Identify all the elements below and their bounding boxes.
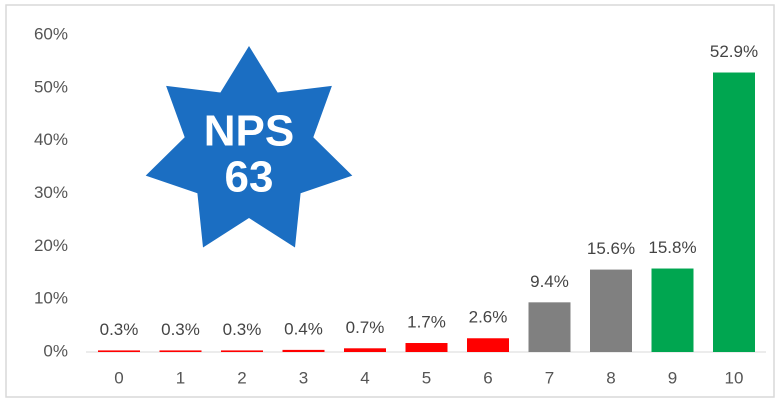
bar	[405, 343, 448, 352]
bar	[713, 72, 755, 353]
y-tick-label: 30%	[34, 183, 68, 202]
bar	[344, 348, 386, 352]
bar	[590, 269, 632, 352]
y-tick-label: 20%	[34, 236, 68, 255]
y-tick-label: 40%	[34, 130, 68, 149]
x-tick-label: 3	[299, 368, 308, 387]
x-tick-label: 0	[114, 368, 123, 387]
value-label: 15.8%	[648, 238, 696, 257]
y-tick-label: 0%	[43, 341, 68, 360]
value-label: 0.7%	[346, 318, 385, 337]
value-label: 1.7%	[407, 313, 446, 332]
value-label: 15.6%	[587, 239, 635, 258]
x-tick-label: 1	[176, 368, 185, 387]
x-tick-label: 6	[483, 368, 492, 387]
badge-text: NPS	[204, 107, 294, 156]
frame	[5, 4, 775, 398]
value-label: 2.6%	[469, 308, 508, 327]
bar	[467, 338, 509, 352]
value-label: 0.4%	[284, 319, 323, 338]
badge-text: 63	[225, 153, 274, 202]
bar	[282, 349, 325, 352]
value-label: 52.9%	[710, 42, 758, 61]
x-tick-label: 7	[545, 368, 554, 387]
x-tick-label: 2	[237, 368, 246, 387]
value-label: 9.4%	[530, 272, 569, 291]
bar	[159, 350, 202, 352]
bar	[651, 268, 694, 352]
badge-star	[145, 46, 353, 248]
value-label: 0.3%	[161, 320, 200, 339]
value-label: 0.3%	[100, 320, 139, 339]
bar	[528, 302, 571, 352]
x-tick-label: 5	[422, 368, 431, 387]
value-label: 0.3%	[223, 320, 262, 339]
bar	[221, 350, 263, 352]
x-tick-label: 8	[606, 368, 615, 387]
x-tick-label: 4	[360, 368, 369, 387]
x-tick-label: 9	[668, 368, 677, 387]
x-tick-label: 10	[725, 368, 744, 387]
y-tick-label: 10%	[34, 289, 68, 308]
y-tick-label: 60%	[34, 24, 68, 43]
y-tick-label: 50%	[34, 77, 68, 96]
bar	[98, 350, 140, 352]
